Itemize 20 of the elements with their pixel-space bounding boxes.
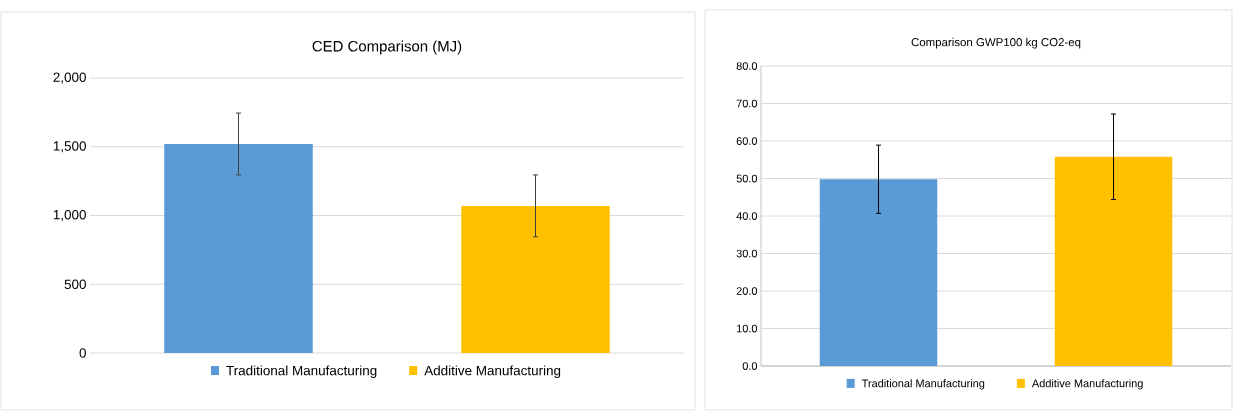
y-tick-label: 30.0 bbox=[736, 249, 758, 258]
chart-title: CED Comparison (MJ) bbox=[312, 40, 462, 55]
y-tick-label: 1,500 bbox=[53, 141, 86, 153]
legend-label: Traditional Manufacturing bbox=[226, 365, 377, 378]
chart-title: Comparison GWP100 kg CO2-eq bbox=[911, 37, 1081, 49]
y-tick-label: 1,000 bbox=[53, 209, 86, 222]
y-tick-label: 50.0 bbox=[736, 174, 758, 183]
legend-label: Additive Manufacturing bbox=[1031, 379, 1143, 390]
y-tick-label: 70.0 bbox=[736, 99, 758, 108]
y-tick-label: 60.0 bbox=[736, 137, 758, 145]
y-tick-label: 10.0 bbox=[736, 324, 758, 333]
legend-label: Additive Manufacturing bbox=[424, 365, 561, 378]
y-tick-label: 20.0 bbox=[736, 287, 758, 295]
y-tick-label: 500 bbox=[64, 279, 86, 290]
y-tick-label: 0.0 bbox=[742, 362, 758, 370]
y-tick-label: 80.0 bbox=[736, 62, 758, 70]
y-tick-label: 2,000 bbox=[53, 72, 86, 84]
y-tick-label: 0 bbox=[79, 348, 86, 358]
legend-label: Traditional Manufacturing bbox=[861, 379, 985, 390]
y-tick-label: 40.0 bbox=[736, 212, 758, 220]
